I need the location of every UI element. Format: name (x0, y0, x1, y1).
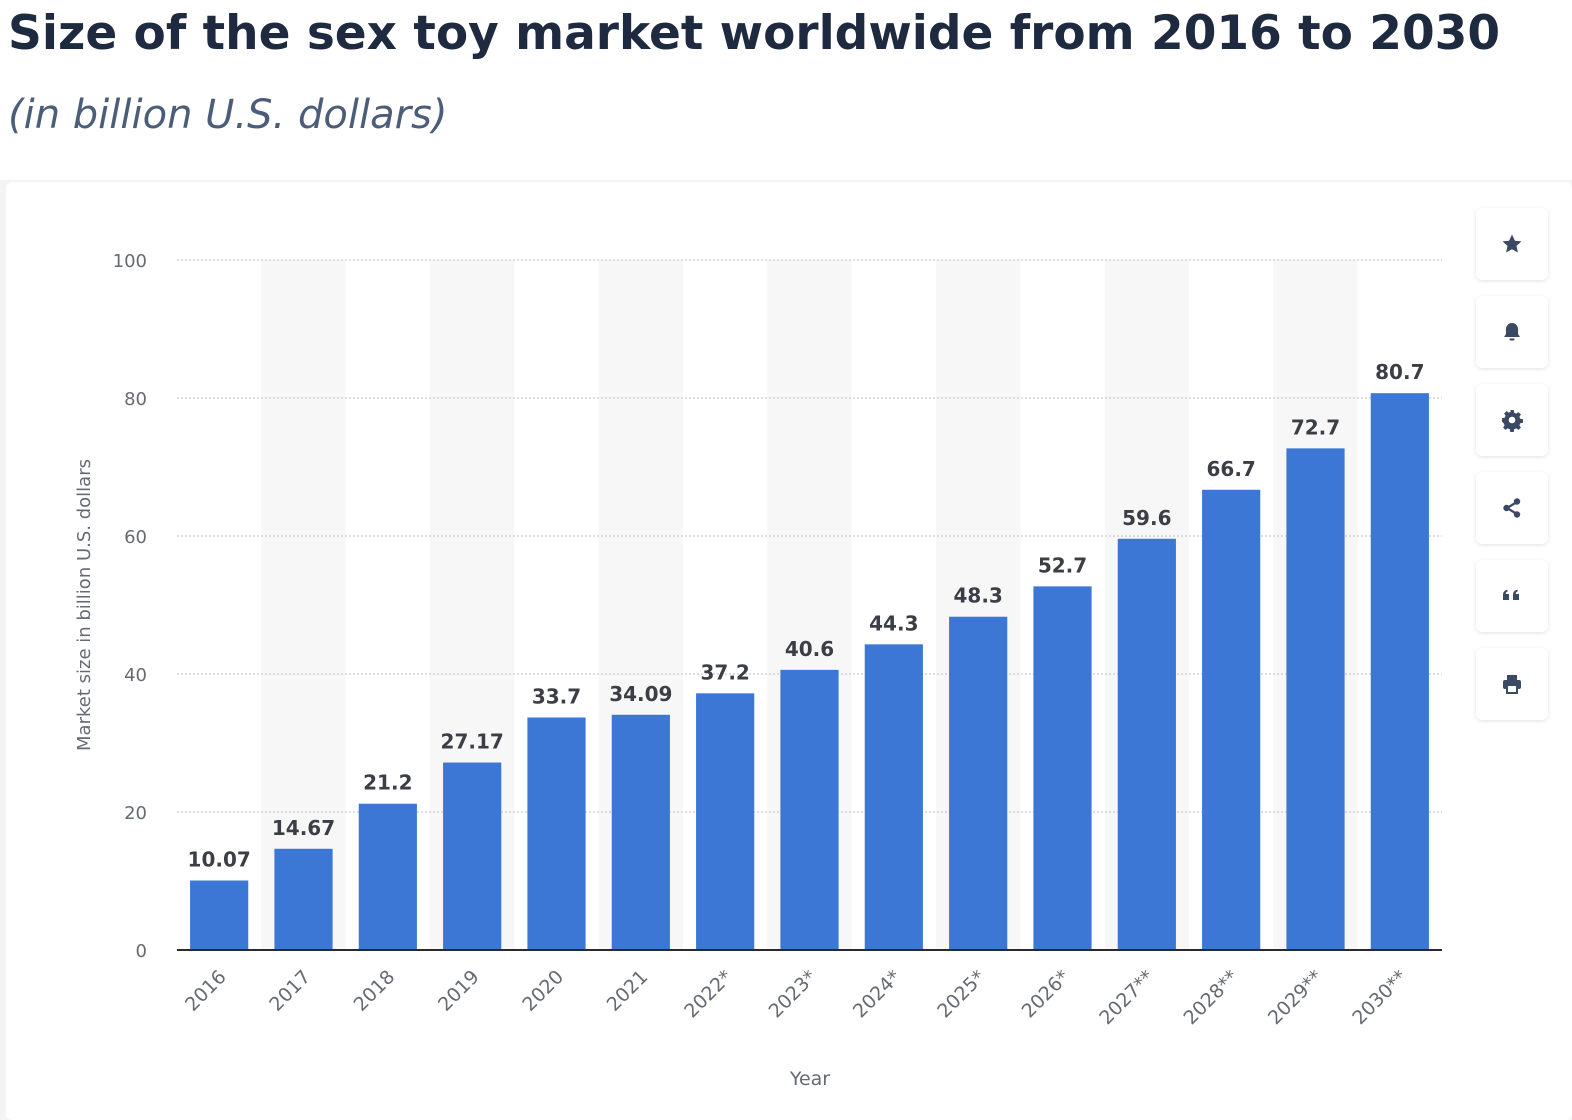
data-label: 10.07 (188, 848, 251, 872)
bar[interactable] (274, 848, 333, 950)
x-tick-label: 2022* (680, 966, 736, 1022)
bar[interactable] (864, 644, 923, 950)
data-label: 66.7 (1206, 457, 1255, 481)
chart-title: Size of the sex toy market worldwide fro… (8, 6, 1501, 61)
data-label: 14.67 (272, 816, 335, 840)
x-tick-label: 2024* (849, 966, 905, 1022)
bell-icon (1504, 323, 1520, 341)
cite-button[interactable] (1476, 560, 1548, 632)
x-tick-label: 2016 (181, 966, 231, 1016)
x-axis-label: Year (789, 1068, 830, 1090)
x-tick-label: 2028** (1180, 966, 1243, 1029)
settings-button[interactable] (1476, 384, 1548, 456)
data-label: 21.2 (363, 771, 412, 795)
x-tick-label: 2025* (933, 966, 989, 1022)
data-label: 44.3 (869, 611, 918, 635)
bar[interactable] (443, 762, 502, 950)
y-tick-label: 40 (124, 665, 147, 686)
notification-button[interactable] (1476, 296, 1548, 368)
data-label: 37.2 (700, 660, 749, 684)
bar[interactable] (527, 717, 586, 950)
bar[interactable] (1202, 489, 1261, 950)
x-tick-label: 2027** (1095, 966, 1158, 1029)
bar[interactable] (190, 880, 249, 950)
x-tick-label: 2030** (1348, 966, 1411, 1029)
bar[interactable] (358, 803, 417, 950)
favorite-button[interactable] (1476, 208, 1548, 280)
data-label: 48.3 (953, 584, 1002, 608)
bar[interactable] (949, 616, 1008, 950)
y-tick-label: 20 (124, 803, 147, 824)
quote-icon (1503, 589, 1519, 600)
x-tick-label: 2017 (265, 966, 315, 1016)
x-tick-label: 2018 (350, 966, 400, 1016)
y-axis-label: Market size in billion U.S. dollars (74, 459, 95, 751)
chart-subtitle: (in billion U.S. dollars) (8, 92, 448, 138)
x-axis-ticks: 2016 2017 2018 2019 2020 2021 2022* 2023* 2024* 2… (181, 966, 1411, 1029)
x-tick-label: 2023* (765, 966, 821, 1022)
header: Size of the sex toy market worldwide fro… (0, 0, 1572, 180)
share-icon (1503, 498, 1521, 518)
data-label: 27.17 (441, 730, 504, 754)
print-icon (1503, 675, 1521, 694)
x-tick-label: 2020 (518, 966, 568, 1016)
column-band (261, 260, 346, 950)
data-label: 52.7 (1038, 553, 1087, 577)
y-tick-label: 100 (113, 251, 147, 272)
bar[interactable] (780, 669, 839, 950)
data-label: 72.7 (1291, 415, 1340, 439)
bar[interactable] (611, 714, 670, 950)
y-tick-label: 0 (136, 941, 147, 962)
y-axis-ticks: 0 20 40 60 80 100 (113, 251, 147, 962)
bar[interactable] (1286, 448, 1345, 950)
data-label: 33.7 (532, 684, 581, 708)
share-button[interactable] (1476, 472, 1548, 544)
y-tick-label: 60 (124, 527, 147, 548)
bar[interactable] (696, 693, 755, 950)
y-tick-label: 80 (124, 389, 147, 410)
print-button[interactable] (1476, 648, 1548, 720)
data-label: 34.09 (609, 682, 672, 706)
bar[interactable] (1370, 393, 1429, 950)
x-tick-label: 2026* (1018, 966, 1074, 1022)
data-label: 40.6 (785, 637, 834, 661)
bars (190, 393, 1429, 950)
bar[interactable] (1117, 538, 1176, 950)
data-label: 59.6 (1122, 506, 1171, 530)
x-tick-label: 2029** (1264, 966, 1327, 1029)
star-icon (1502, 234, 1522, 253)
data-labels: 10.07 14.67 21.2 27.17 33.7 34.09 37.2 40.6 44.3… (188, 360, 1425, 871)
x-tick-label: 2021 (603, 966, 653, 1016)
gear-icon (1502, 410, 1523, 432)
x-tick-label: 2019 (434, 966, 484, 1016)
data-label: 80.7 (1375, 360, 1424, 384)
bar[interactable] (1033, 586, 1092, 950)
toolbar (1476, 208, 1548, 720)
